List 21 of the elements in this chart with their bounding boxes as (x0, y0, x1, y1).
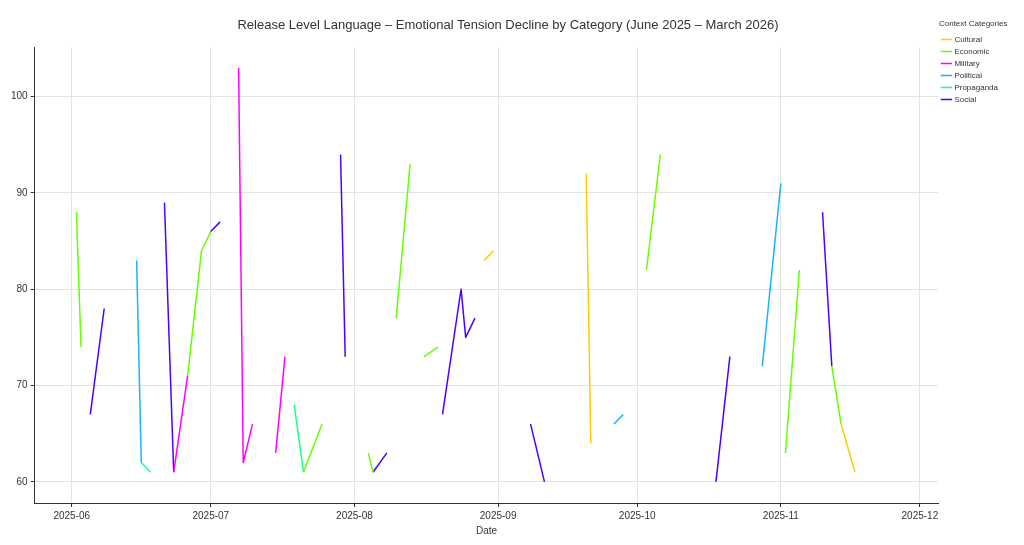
legend-label: Military (954, 58, 980, 68)
chart-title: Release Level Language – Emotional Tension Decline by Category (June 2025 – March 2026) (237, 17, 779, 33)
legend-label: Cultural (954, 34, 983, 44)
x-axis-title: Date (475, 524, 498, 536)
legend-label: Propaganda (954, 82, 999, 92)
y-tick-label: 70 (16, 379, 29, 391)
legend-title: Context Categories (938, 19, 1008, 29)
x-tick-label: 2025-10 (618, 509, 656, 521)
x-tick-label: 2025-06 (53, 509, 91, 521)
y-tick-label: 60 (16, 475, 29, 487)
y-tick-label: 80 (16, 283, 29, 295)
legend-label: Political (954, 70, 983, 80)
x-tick-label: 2025-07 (192, 509, 230, 521)
x-tick-label: 2025-12 (901, 509, 939, 521)
y-tick-label: 90 (16, 186, 29, 198)
legend-label: Social (954, 94, 977, 104)
x-tick-label: 2025-08 (336, 509, 374, 521)
legend-label: Economic (954, 46, 990, 56)
y-tick-label: 100 (11, 90, 29, 102)
x-tick-label: 2025-09 (479, 509, 517, 521)
x-tick-label: 2025-11 (762, 509, 800, 521)
